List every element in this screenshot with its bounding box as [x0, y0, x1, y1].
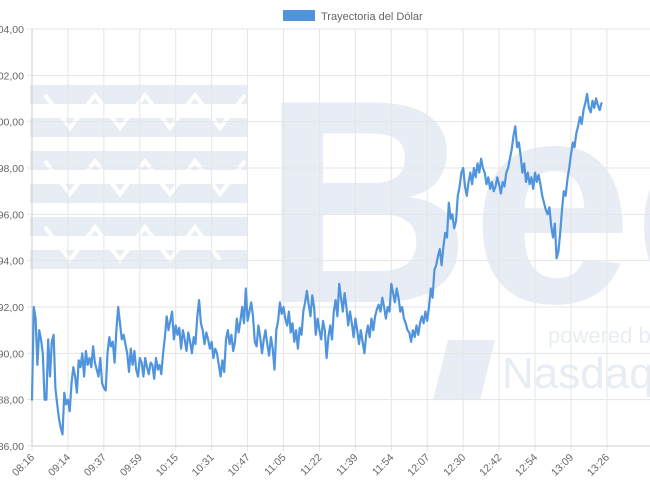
y-tick-label: 686,00 [0, 441, 24, 453]
y-tick-label: 692,00 [0, 302, 24, 314]
watermark-logo: Bec powered by Nasdaq [30, 40, 650, 400]
y-axis: 686,00 688,00 690,00 692,00 694,00 696,00 698,… [0, 24, 33, 453]
x-tick-label: 11:22 [298, 452, 325, 479]
x-tick-label: 11:39 [334, 452, 361, 479]
x-tick-label: 12:54 [513, 452, 540, 479]
x-tick-label: 13:26 [585, 452, 612, 479]
y-tick-label: 688,00 [0, 395, 24, 407]
y-tick-label: 696,00 [0, 209, 24, 221]
legend-swatch [283, 10, 315, 21]
x-tick-label: 12:07 [405, 452, 432, 479]
x-tick-label: 11:05 [262, 452, 289, 479]
x-tick-label: 09:59 [118, 452, 145, 479]
x-tick-label: 09:14 [46, 452, 73, 479]
nasdaq-icon [433, 340, 495, 400]
x-tick-label: 13:09 [549, 452, 576, 479]
y-tick-label: 700,00 [0, 117, 24, 129]
y-tick-label: 690,00 [0, 348, 24, 360]
x-tick-label: 10:15 [154, 452, 181, 479]
y-tick-label: 704,00 [0, 24, 24, 36]
y-tick-label: 694,00 [0, 256, 24, 268]
x-tick-label: 08:16 [10, 452, 37, 479]
watermark-tagline: powered by [548, 323, 650, 348]
series-line [30, 92, 603, 436]
x-tick-label: 10:31 [190, 452, 217, 479]
x-tick-label: 11:54 [370, 452, 397, 479]
x-tick-label: 09:37 [82, 452, 109, 479]
x-tick-label: 10:47 [226, 452, 253, 479]
legend-label: Trayectoria del Dólar [321, 11, 423, 23]
y-tick-label: 698,00 [0, 163, 24, 175]
y-tick-label: 702,00 [0, 70, 24, 82]
x-tick-label: 12:30 [441, 452, 468, 479]
x-axis: 08:16 09:14 09:37 09:59 10:15 10:31 10:47 11:05… [10, 445, 650, 479]
watermark-brand: Bec [262, 40, 650, 364]
series-group [30, 92, 603, 436]
chart-legend[interactable]: Trayectoria del Dólar [283, 10, 423, 23]
watermark-partner: Nasdaq [502, 349, 650, 398]
x-tick-label: 12:42 [477, 452, 504, 479]
